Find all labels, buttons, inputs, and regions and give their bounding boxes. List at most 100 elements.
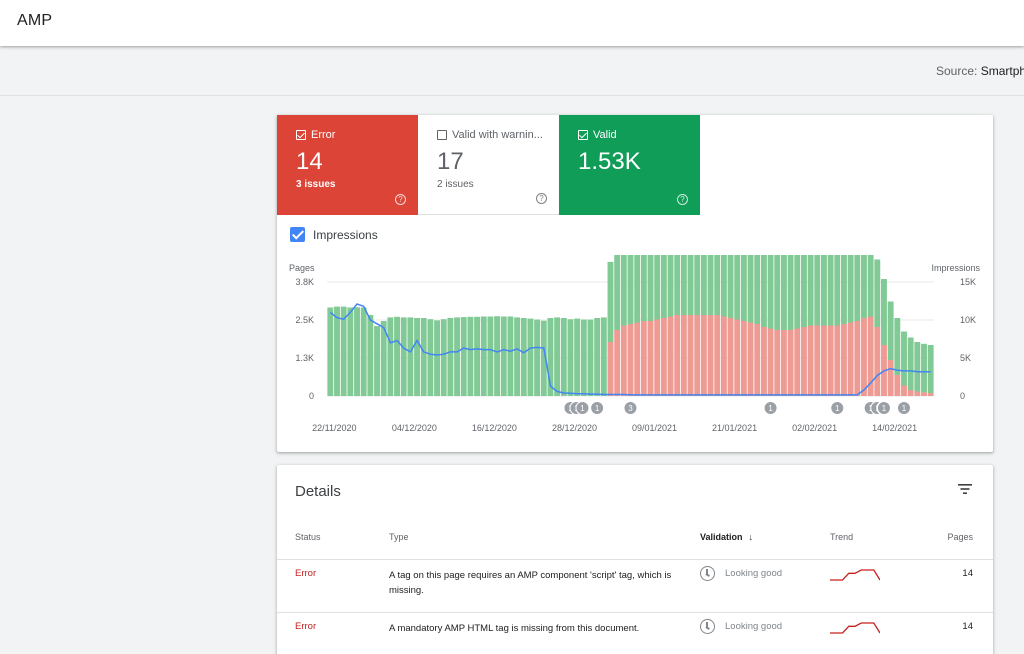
row-status: Error (295, 621, 317, 632)
valid-tile[interactable]: Valid 1.53K ? (559, 115, 700, 215)
valid-bar (714, 255, 721, 315)
error-bar (687, 315, 694, 396)
error-bar (740, 321, 747, 396)
annotation-marker (623, 401, 638, 415)
app-bar: AMP (0, 0, 1024, 46)
error-bar (834, 325, 841, 396)
impressions-checkbox-icon[interactable] (290, 227, 305, 242)
source-selector[interactable]: Source: Smartph (936, 64, 1024, 78)
left-axis-title: Pages (289, 263, 315, 273)
error-tile[interactable]: Error 14 3 issues ? (277, 115, 418, 215)
valid-bar (480, 316, 487, 396)
column-type[interactable]: Type (389, 532, 409, 542)
valid-bar (614, 255, 621, 330)
details-card: Details Status Type Validation ↓ Trend Pa… (277, 465, 993, 654)
valid-bar (921, 343, 927, 393)
help-icon[interactable]: ? (677, 194, 688, 205)
valid-bar (547, 318, 554, 396)
impressions-line (329, 303, 931, 396)
filter-icon[interactable] (957, 483, 973, 495)
help-icon[interactable]: ? (536, 193, 547, 204)
valid-bar (400, 317, 407, 396)
filter-bar: Source: Smartph (0, 46, 1024, 96)
error-bar (640, 321, 647, 396)
valid-bar (700, 255, 707, 315)
table-header: Status Type Validation ↓ Trend Pages (277, 525, 993, 560)
valid-bar (680, 255, 687, 315)
error-bar (874, 327, 881, 396)
valid-bar (687, 255, 694, 315)
error-bar (774, 330, 781, 396)
valid-bar (434, 320, 440, 396)
error-bar (821, 325, 827, 396)
valid-bar (800, 255, 807, 327)
valid-bar (534, 319, 541, 396)
valid-bar (707, 255, 714, 315)
valid-bar (447, 318, 454, 396)
error-bar (861, 318, 867, 396)
valid-bar (747, 255, 754, 323)
error-bar (760, 327, 767, 396)
valid-bar (827, 255, 834, 326)
valid-bar (520, 318, 527, 396)
valid-count: 1.53K (578, 148, 641, 175)
x-tick-label: 28/12/2020 (552, 423, 597, 433)
valid-bar (634, 255, 641, 323)
error-bar (854, 321, 861, 396)
warning-checkbox-icon[interactable] (437, 130, 447, 140)
error-bar (800, 327, 807, 396)
error-bar (620, 325, 627, 396)
valid-bar (360, 307, 367, 396)
error-checkbox-icon[interactable] (296, 130, 306, 140)
help-icon[interactable]: ? (395, 194, 406, 205)
warning-count: 17 (437, 148, 464, 175)
valid-bar (620, 255, 627, 326)
error-bar (841, 324, 847, 396)
column-trend[interactable]: Trend (830, 532, 854, 542)
valid-bar (754, 255, 761, 324)
column-status[interactable]: Status (295, 532, 321, 542)
table-row[interactable]: Error A mandatory AMP HTML tag is missing… (277, 613, 993, 654)
annotation-label: 1 (580, 404, 585, 413)
error-issues: 3 issues (296, 179, 336, 190)
annotation-marker (876, 401, 891, 415)
impressions-label: Impressions (313, 227, 378, 242)
clock-icon (700, 566, 715, 581)
annotation-marker (830, 401, 845, 415)
valid-bar (574, 318, 581, 396)
valid-checkbox-icon[interactable] (578, 130, 588, 140)
annotation-marker (590, 401, 605, 415)
column-validation[interactable]: Validation ↓ (700, 532, 753, 542)
error-count: 14 (296, 148, 323, 175)
valid-bar (427, 319, 434, 396)
x-tick-label: 02/02/2021 (792, 423, 837, 433)
annotation-label: 1 (882, 404, 887, 413)
valid-bar (887, 301, 894, 360)
error-bar (747, 322, 754, 396)
valid-bar (807, 255, 814, 326)
error-bar (667, 316, 674, 396)
valid-bar (660, 255, 667, 318)
impressions-toggle[interactable]: Impressions (290, 227, 378, 242)
valid-bar (467, 316, 474, 396)
error-bar (660, 318, 667, 396)
valid-bar (494, 316, 501, 396)
x-tick-label: 09/01/2021 (632, 423, 677, 433)
warning-tile[interactable]: Valid with warnin... 17 2 issues ? (418, 115, 559, 215)
column-validation-label: Validation (700, 532, 743, 542)
valid-bar (667, 255, 674, 317)
valid-bar (407, 317, 414, 396)
error-bar (887, 360, 894, 396)
source-value: Smartph (980, 64, 1024, 78)
column-pages[interactable]: Pages (947, 532, 973, 542)
table-row[interactable]: Error A tag on this page requires an AMP … (277, 560, 993, 613)
valid-bar (694, 255, 701, 315)
valid-bar (867, 255, 874, 317)
right-tick-label: 5K (960, 353, 971, 363)
error-bar (627, 324, 634, 396)
trend-sparkline (830, 569, 880, 581)
valid-bar (567, 319, 574, 396)
valid-bar (587, 319, 594, 396)
valid-bar (374, 326, 380, 396)
valid-bar (874, 259, 881, 327)
